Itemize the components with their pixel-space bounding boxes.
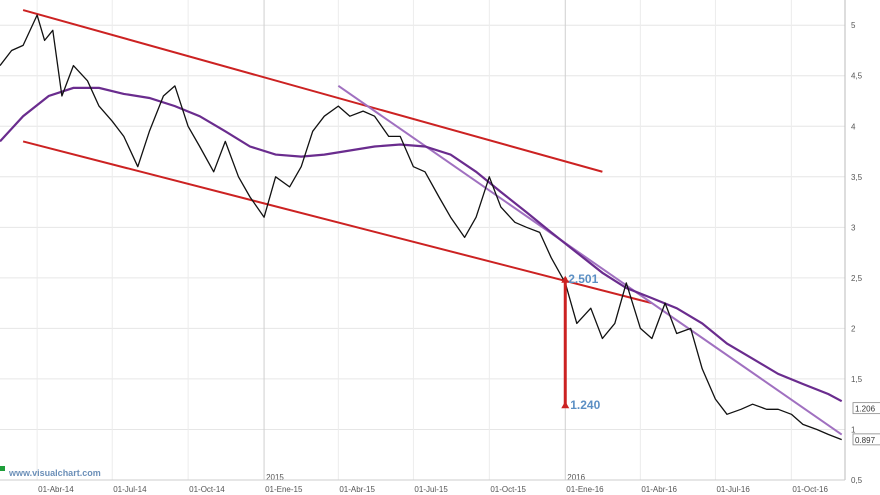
target-end-marker <box>561 401 570 409</box>
trendline <box>337 85 843 436</box>
channel-upper-line <box>22 9 603 173</box>
year-label: 2015 <box>266 473 284 482</box>
y-tick-label: 5 <box>851 21 856 30</box>
x-tick-label: 01-Ene-16 <box>566 485 604 494</box>
x-tick-label: 01-Abr-14 <box>38 485 74 494</box>
year-label: 2016 <box>567 473 585 482</box>
price-group <box>0 14 842 441</box>
channel-lower-line <box>22 140 653 305</box>
x-tick-label: 01-Ene-15 <box>265 485 303 494</box>
y-tick-label: 3 <box>851 223 856 232</box>
x-tick-label: 01-Oct-16 <box>792 485 828 494</box>
price-last-value: 0.897 <box>855 436 876 445</box>
target-start-label: 2.501 <box>568 272 598 286</box>
y-tick-label: 2,5 <box>851 274 863 283</box>
grid <box>0 0 845 481</box>
watermark-group: www.visualchart.com <box>0 466 101 478</box>
watermark: www.visualchart.com <box>8 468 101 478</box>
y-tick-label: 2 <box>851 324 856 333</box>
target-start-marker <box>561 275 570 283</box>
ma-last-value-box <box>852 402 880 415</box>
y-tick-label: 0,5 <box>851 476 863 485</box>
moving-average-group <box>0 86 843 403</box>
y-tick-label: 4,5 <box>851 72 863 81</box>
target-end-label: 1.240 <box>570 398 600 412</box>
price-line <box>0 14 842 441</box>
y-tick-label: 4 <box>851 122 856 131</box>
trendline-group <box>337 85 843 436</box>
x-tick-label: 01-Jul-15 <box>414 485 448 494</box>
target-group: 2.501 1.240 <box>561 272 601 412</box>
x-tick-label: 01-Abr-15 <box>339 485 375 494</box>
price-last-value-box <box>852 433 880 446</box>
x-tick-label: 01-Oct-14 <box>189 485 225 494</box>
y-tick-label: 1 <box>851 425 856 434</box>
x-tick-label: 01-Abr-16 <box>641 485 677 494</box>
x-tick-label: 01-Oct-15 <box>490 485 526 494</box>
watermark-dot <box>0 466 5 471</box>
y-axis: 5 4,5 4 3,5 3 2,5 2 1,5 1 0,5 1.206 0.897 <box>844 0 880 485</box>
x-tick-label: 01-Jul-16 <box>716 485 750 494</box>
x-tick-label: 01-Jul-14 <box>113 485 147 494</box>
y-tick-label: 1,5 <box>851 375 863 384</box>
moving-average-line <box>0 86 843 403</box>
x-axis: 01-Abr-14 01-Jul-14 01-Oct-14 01-Ene-15 01-A… <box>0 473 845 494</box>
y-tick-label: 3,5 <box>851 173 863 182</box>
channel-lines <box>22 9 653 305</box>
plot-background <box>0 0 845 480</box>
ma-last-value: 1.206 <box>855 405 876 414</box>
